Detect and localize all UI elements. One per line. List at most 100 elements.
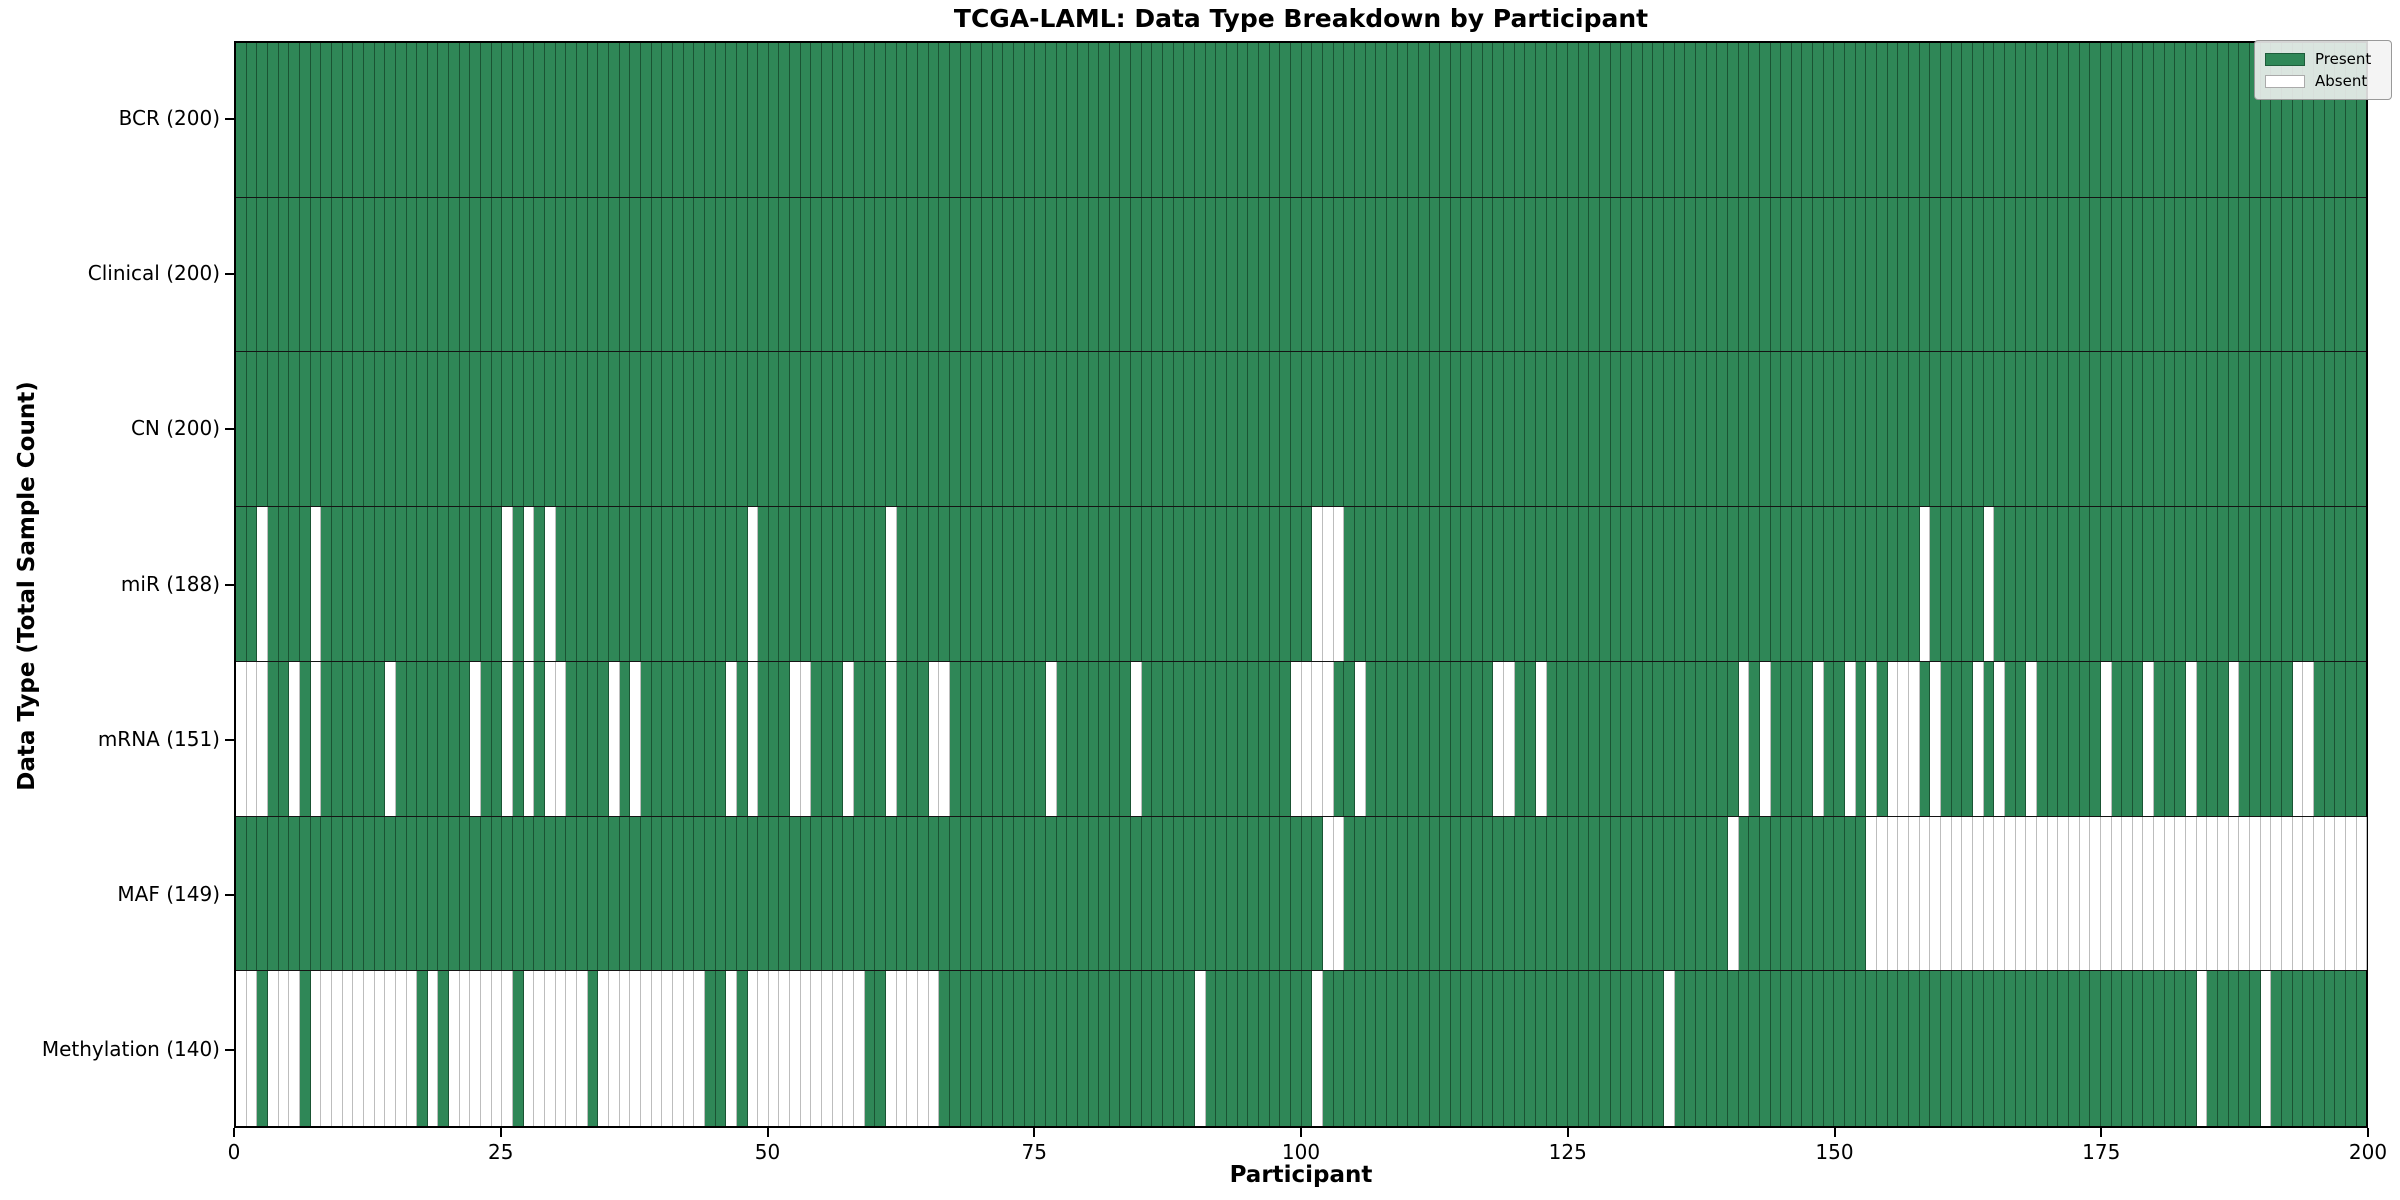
cell-BCR-105 — [1354, 43, 1366, 197]
cell-MAF-43 — [694, 816, 705, 971]
cell-miR-44 — [704, 507, 716, 661]
cell-MAF-5 — [289, 816, 300, 971]
legend-present-label: Present — [2315, 50, 2372, 68]
cell-miR-127 — [1589, 507, 1600, 661]
cell-mRNA-25 — [502, 661, 514, 816]
cell-mRNA-46 — [726, 661, 737, 816]
cell-Clinical-49 — [758, 197, 769, 352]
cell-miR-125 — [1568, 507, 1579, 661]
cell-MAF-63 — [907, 816, 918, 971]
cell-BCR-117 — [1482, 43, 1494, 197]
cell-BCR-108 — [1386, 43, 1398, 197]
cell-BCR-145 — [1781, 43, 1792, 197]
cell-BCR-169 — [2036, 43, 2048, 197]
cell-BCR-192 — [2282, 43, 2293, 197]
cell-mRNA-10 — [342, 661, 354, 816]
cell-Clinical-156 — [1898, 197, 1910, 352]
cell-Methylation-51 — [779, 971, 791, 1126]
cell-Clinical-84 — [1131, 197, 1142, 352]
cell-BCR-43 — [694, 43, 705, 197]
cell-CN-102 — [1322, 352, 1334, 507]
cell-BCR-178 — [2132, 43, 2144, 197]
cell-MAF-95 — [1248, 816, 1259, 971]
cell-MAF-54 — [811, 816, 823, 971]
cell-BCR-51 — [779, 43, 791, 197]
cell-mRNA-52 — [790, 661, 801, 816]
cell-BCR-99 — [1290, 43, 1302, 197]
cell-MAF-6 — [299, 816, 311, 971]
cell-Clinical-169 — [2036, 197, 2048, 352]
cell-Methylation-70 — [981, 971, 993, 1126]
cell-MAF-8 — [321, 816, 332, 971]
cell-MAF-192 — [2282, 816, 2293, 971]
cell-mRNA-176 — [2111, 661, 2123, 816]
cell-Clinical-19 — [438, 197, 450, 352]
cell-mRNA-63 — [907, 661, 918, 816]
cell-miR-58 — [854, 507, 865, 661]
cell-CN-196 — [2324, 352, 2336, 507]
cell-Methylation-112 — [1429, 971, 1441, 1126]
cell-miR-17 — [417, 507, 428, 661]
cell-mRNA-190 — [2260, 661, 2272, 816]
cell-MAF-94 — [1237, 816, 1249, 971]
cell-Clinical-50 — [768, 197, 780, 352]
cell-CN-48 — [747, 352, 759, 507]
cell-BCR-142 — [1749, 43, 1760, 197]
y-axis-title: Data Type (Total Sample Count) — [14, 381, 40, 791]
cell-Clinical-154 — [1877, 197, 1888, 352]
cell-mRNA-67 — [949, 661, 961, 816]
xtick-label-125: 125 — [1548, 1140, 1587, 1164]
cell-miR-46 — [726, 507, 737, 661]
cell-Clinical-111 — [1418, 197, 1430, 352]
cell-Clinical-137 — [1695, 197, 1707, 352]
cell-Clinical-175 — [2100, 197, 2112, 352]
cell-MAF-129 — [1610, 816, 1622, 971]
cell-Methylation-106 — [1365, 971, 1377, 1126]
cell-Methylation-175 — [2100, 971, 2112, 1126]
cell-miR-45 — [715, 507, 727, 661]
cell-Clinical-2 — [257, 197, 268, 352]
cell-Methylation-89 — [1184, 971, 1196, 1126]
cell-miR-86 — [1152, 507, 1164, 661]
cell-BCR-73 — [1013, 43, 1025, 197]
cell-BCR-31 — [566, 43, 577, 197]
cell-MAF-97 — [1269, 816, 1281, 971]
cell-BCR-93 — [1227, 43, 1238, 197]
cell-mRNA-110 — [1408, 661, 1419, 816]
cell-miR-97 — [1269, 507, 1281, 661]
cell-mRNA-34 — [598, 661, 609, 816]
cell-Clinical-66 — [939, 197, 950, 352]
cell-mRNA-30 — [555, 661, 567, 816]
cell-MAF-37 — [630, 816, 641, 971]
cell-Clinical-17 — [417, 197, 428, 352]
cell-CN-198 — [2345, 352, 2357, 507]
cell-miR-63 — [907, 507, 918, 661]
cell-CN-17 — [417, 352, 428, 507]
cell-Methylation-76 — [1045, 971, 1057, 1126]
cell-Clinical-96 — [1259, 197, 1270, 352]
cell-mRNA-168 — [2026, 661, 2037, 816]
cell-miR-94 — [1237, 507, 1249, 661]
cell-Methylation-168 — [2026, 971, 2037, 1126]
cell-CN-172 — [2068, 352, 2080, 507]
cell-CN-122 — [1536, 352, 1547, 507]
cell-Methylation-25 — [502, 971, 514, 1126]
cell-miR-130 — [1621, 507, 1632, 661]
cell-BCR-81 — [1099, 43, 1110, 197]
cell-miR-174 — [2090, 507, 2101, 661]
cell-Methylation-80 — [1088, 971, 1100, 1126]
cell-Methylation-182 — [2175, 971, 2187, 1126]
cell-miR-161 — [1951, 507, 1963, 661]
cell-Clinical-139 — [1717, 197, 1728, 352]
cell-miR-69 — [971, 507, 982, 661]
cell-Methylation-146 — [1791, 971, 1803, 1126]
cell-CN-2 — [257, 352, 268, 507]
cell-Methylation-17 — [417, 971, 428, 1126]
cell-MAF-13 — [374, 816, 386, 971]
cell-miR-30 — [555, 507, 567, 661]
cell-BCR-129 — [1610, 43, 1622, 197]
cell-Methylation-125 — [1568, 971, 1579, 1126]
cell-MAF-3 — [267, 816, 279, 971]
cell-Methylation-4 — [278, 971, 290, 1126]
cell-CN-11 — [353, 352, 364, 507]
